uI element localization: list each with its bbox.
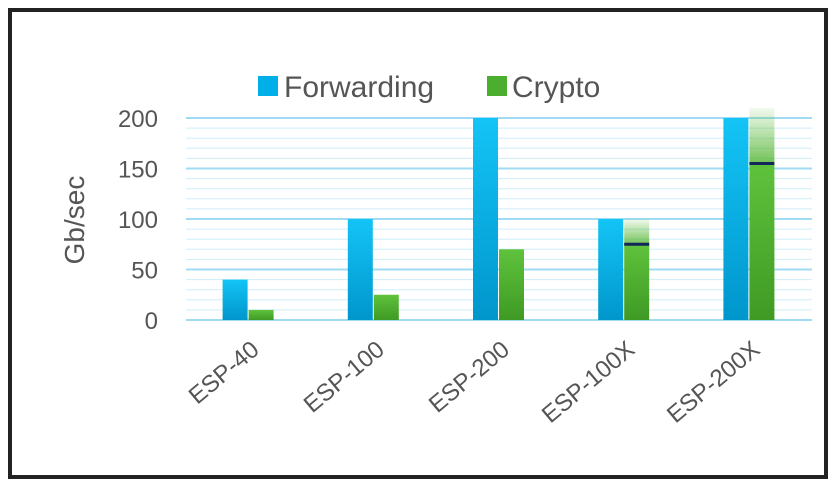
bar-forwarding-esp-200 [473, 118, 498, 320]
y-tick-label: 0 [145, 308, 158, 335]
y-tick-label: 200 [118, 106, 158, 133]
x-tick-label: ESP-100X [537, 336, 640, 429]
y-tick-label: 150 [118, 157, 158, 184]
x-tick-label: ESP-40 [184, 336, 265, 410]
legend-swatch [258, 76, 278, 96]
y-axis-label: Gb/sec [59, 176, 90, 265]
y-tick-label: 50 [131, 258, 158, 285]
legend-label: Forwarding [284, 71, 434, 104]
legend-label: Crypto [512, 71, 600, 104]
x-tick-label: ESP-100 [299, 336, 390, 418]
bar-forwarding-esp-100x [598, 219, 624, 320]
bar-crypto-esp-200x [749, 163, 775, 320]
bar-crypto-esp-40 [248, 309, 274, 320]
bar-crypto-extension-esp-200x [749, 107, 775, 164]
bar-forwarding-esp-200x [723, 118, 749, 320]
gridlines [186, 117, 812, 321]
bar-crypto-extension-esp-100x [624, 219, 650, 245]
x-axis-ticks: ESP-40 ESP-100 ESP-200 ESP-100X ESP-200X [184, 336, 766, 429]
x-tick-label: ESP-200 [424, 336, 515, 418]
bar-crypto-esp-200 [499, 249, 524, 320]
bar-crypto-esp-100 [373, 294, 399, 320]
legend-swatch [487, 76, 507, 96]
bar-crypto-esp-100x [624, 244, 650, 320]
y-tick-label: 100 [118, 207, 158, 234]
bar-forwarding-esp-100 [347, 219, 373, 320]
chart-frame [8, 8, 828, 479]
bars [222, 107, 775, 320]
x-tick-label: ESP-200X [662, 336, 765, 429]
bar-forwarding-esp-40 [222, 279, 248, 320]
y-axis-ticks: 0 50 100 150 200 [118, 106, 158, 335]
legend: Forwarding Crypto [258, 71, 600, 104]
